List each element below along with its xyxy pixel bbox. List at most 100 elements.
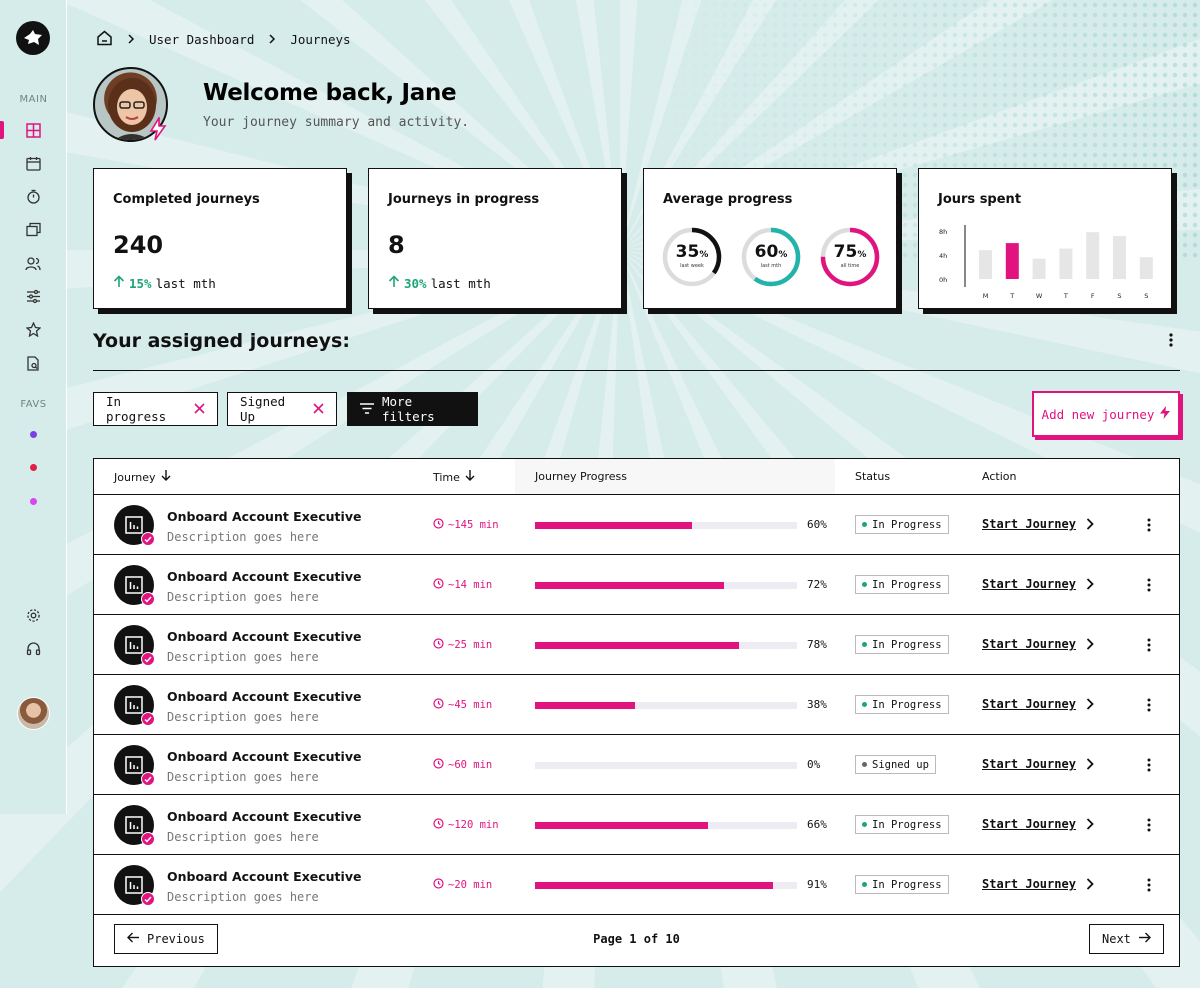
start-journey-link[interactable]: Start Journey — [982, 577, 1094, 591]
trend-label: last mth — [155, 275, 216, 291]
row-more-icon[interactable] — [1144, 697, 1154, 717]
x-tick-label: M — [983, 292, 989, 300]
breadcrumb-user-dashboard[interactable]: User Dashboard — [149, 32, 255, 47]
timer-icon[interactable] — [24, 187, 42, 205]
hours-bar-chart: 8h 4h 0h M T W T F S S — [939, 225, 1153, 300]
status-dot — [862, 702, 867, 707]
row-more-icon[interactable] — [1144, 577, 1154, 597]
journey-title[interactable]: Onboard Account Executive — [167, 629, 362, 644]
sliders-icon[interactable] — [24, 287, 42, 305]
status-badge: Signed up — [855, 755, 936, 774]
filter-lines-icon — [360, 402, 374, 417]
column-status: Status — [855, 470, 891, 483]
chevron-right-icon — [1086, 878, 1094, 890]
close-icon[interactable] — [313, 402, 324, 417]
hours-bar — [1139, 257, 1153, 279]
y-tick-label: 8h — [939, 228, 947, 236]
fav-item-purple[interactable] — [30, 431, 37, 438]
clock-icon — [433, 698, 444, 712]
app-logo[interactable] — [16, 21, 50, 55]
star-icon[interactable] — [24, 320, 42, 338]
journey-title[interactable]: Onboard Account Executive — [167, 509, 362, 524]
table-row[interactable]: Onboard Account Executive Description go… — [94, 675, 1179, 735]
journey-description: Description goes here — [167, 710, 319, 724]
start-journey-link[interactable]: Start Journey — [982, 637, 1094, 651]
start-journey-link[interactable]: Start Journey — [982, 817, 1094, 831]
row-more-icon[interactable] — [1144, 757, 1154, 777]
journey-title[interactable]: Onboard Account Executive — [167, 869, 362, 884]
row-more-icon[interactable] — [1144, 877, 1154, 897]
add-new-journey-button[interactable]: Add new journey — [1032, 391, 1180, 437]
layers-icon[interactable] — [24, 220, 42, 238]
progress-bar — [535, 582, 797, 589]
add-journey-label: Add new journey — [1041, 406, 1155, 422]
table-row[interactable]: Onboard Account Executive Description go… — [94, 735, 1179, 795]
calendar-icon[interactable] — [24, 154, 42, 172]
headset-icon[interactable] — [24, 639, 42, 657]
table-row[interactable]: Onboard Account Executive Description go… — [94, 795, 1179, 855]
journey-title[interactable]: Onboard Account Executive — [167, 569, 362, 584]
progress-bar-fill — [535, 642, 740, 649]
settings-icon[interactable] — [24, 606, 42, 624]
previous-button[interactable]: Previous — [114, 924, 218, 954]
fav-item-magenta[interactable] — [30, 498, 37, 505]
table-row[interactable]: Onboard Account Executive Description go… — [94, 495, 1179, 555]
progress-bar-fill — [535, 702, 635, 709]
start-journey-link[interactable]: Start Journey — [982, 517, 1094, 531]
more-filters-label: More filters — [382, 394, 435, 424]
journey-title[interactable]: Onboard Account Executive — [167, 809, 362, 824]
row-more-icon[interactable] — [1144, 817, 1154, 837]
document-search-icon[interactable] — [24, 354, 42, 372]
journey-time: ~45 min — [433, 698, 492, 712]
hours-bar — [1005, 243, 1019, 279]
arrow-down-icon — [465, 470, 475, 484]
start-journey-link[interactable]: Start Journey — [982, 877, 1094, 891]
card-trend: 15% last mth — [113, 275, 216, 291]
check-icon — [141, 592, 155, 606]
table-row[interactable]: Onboard Account Executive Description go… — [94, 855, 1179, 915]
column-journey[interactable]: Journey — [114, 470, 171, 484]
progress-bar — [535, 702, 797, 709]
profile-avatar — [93, 67, 168, 142]
clock-icon — [433, 638, 444, 652]
start-journey-link[interactable]: Start Journey — [982, 757, 1094, 771]
row-more-icon[interactable] — [1144, 637, 1154, 657]
users-icon[interactable] — [24, 254, 42, 272]
fav-item-red[interactable] — [30, 464, 37, 471]
active-indicator — [0, 121, 4, 139]
journey-title[interactable]: Onboard Account Executive — [167, 689, 362, 704]
table-row[interactable]: Onboard Account Executive Description go… — [94, 555, 1179, 615]
table-row[interactable]: Onboard Account Executive Description go… — [94, 615, 1179, 675]
close-icon[interactable] — [194, 402, 205, 417]
journey-time: ~145 min — [433, 518, 499, 532]
arrow-left-icon — [127, 932, 139, 946]
hours-bar — [1059, 248, 1073, 279]
column-time[interactable]: Time — [433, 470, 475, 484]
status-dot — [862, 642, 867, 647]
trend-label: last mth — [430, 275, 491, 291]
filter-chip-signed-up[interactable]: Signed Up — [227, 392, 337, 426]
journey-title[interactable]: Onboard Account Executive — [167, 749, 362, 764]
x-tick-label: F — [1091, 292, 1095, 300]
sidebar-section-favs: FAVS — [20, 399, 47, 410]
journey-description: Description goes here — [167, 590, 319, 604]
dashboard-icon[interactable] — [24, 121, 42, 139]
start-journey-link[interactable]: Start Journey — [982, 697, 1094, 711]
more-filters-button[interactable]: More filters — [347, 392, 478, 426]
user-avatar-small[interactable] — [17, 697, 50, 730]
check-icon — [141, 832, 155, 846]
check-icon — [141, 532, 155, 546]
next-button[interactable]: Next — [1089, 924, 1164, 954]
home-icon[interactable] — [96, 30, 113, 49]
lightning-icon — [1160, 406, 1171, 422]
clock-icon — [433, 578, 444, 592]
status-dot — [862, 582, 867, 587]
section-more-icon[interactable] — [1164, 332, 1178, 352]
filter-chip-in-progress[interactable]: In progress — [93, 392, 218, 426]
row-more-icon[interactable] — [1144, 517, 1154, 537]
clock-icon — [433, 758, 444, 772]
progress-bar — [535, 642, 797, 649]
sidebar-section-main: MAIN — [19, 94, 48, 105]
column-progress: Journey Progress — [535, 470, 627, 483]
breadcrumb-journeys[interactable]: Journeys — [290, 32, 351, 47]
